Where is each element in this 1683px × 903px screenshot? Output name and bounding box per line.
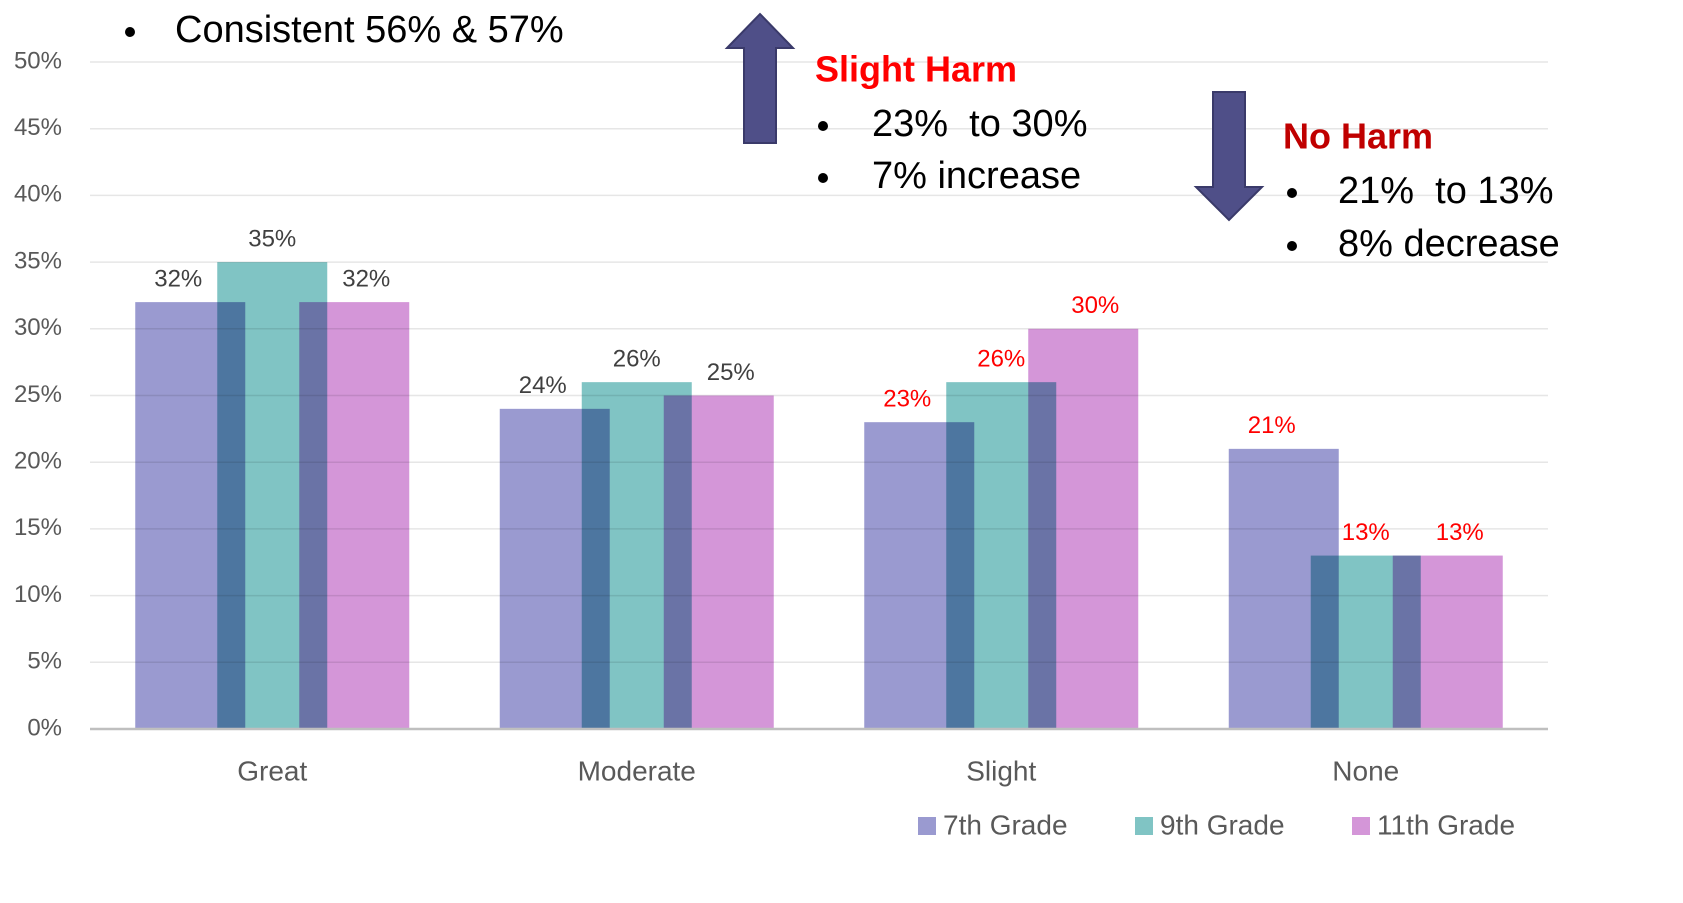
x-tick-label: Slight (966, 755, 1036, 786)
legend-label: 9th Grade (1160, 809, 1285, 840)
x-tick-label: Great (237, 755, 307, 786)
value-label: 25% (707, 359, 755, 386)
legend-swatch (1135, 817, 1153, 835)
bar (1392, 555, 1503, 729)
y-tick-label: 35% (14, 247, 62, 274)
up-arrow (724, 12, 796, 144)
y-tick-label: 50% (14, 47, 62, 74)
y-tick-label: 25% (14, 381, 62, 408)
value-label: 32% (342, 265, 390, 292)
annotation-text: 7% increase (872, 155, 1081, 197)
annotation-text: 23% to 30% (872, 103, 1087, 145)
annotation-text: Consistent 56% & 57% (175, 9, 564, 51)
annotation-text: 8% decrease (1338, 223, 1560, 265)
value-label: 30% (1071, 292, 1119, 319)
value-label: 24% (519, 372, 567, 399)
value-label: 32% (154, 265, 202, 292)
y-tick-label: 5% (27, 648, 62, 675)
x-tick-label: Moderate (578, 755, 696, 786)
value-label: 23% (883, 386, 931, 413)
bullet (818, 173, 828, 183)
legend-swatch (918, 817, 936, 835)
x-tick-label: None (1332, 755, 1399, 786)
value-label: 13% (1436, 519, 1484, 546)
legend-item: 11th Grade (1352, 809, 1515, 840)
bullet (1287, 241, 1297, 251)
down-arrow (1193, 91, 1265, 222)
bar (663, 395, 774, 729)
bullet (125, 27, 135, 37)
bar (299, 302, 410, 729)
annotation-title: No Harm (1283, 116, 1433, 157)
y-tick-label: 40% (14, 181, 62, 208)
value-label: 13% (1342, 519, 1390, 546)
legend-item: 7th Grade (918, 809, 1068, 840)
legend-swatch (1352, 817, 1370, 835)
legend-label: 7th Grade (943, 809, 1068, 840)
y-tick-label: 0% (27, 714, 62, 741)
plot: 0% 5% 10% 15% 20% 25% 30% 35% 40% 45% 50% Great Mode… (14, 47, 1548, 840)
bullet (1287, 188, 1297, 198)
y-tick-label: 20% (14, 448, 62, 475)
y-tick-label: 45% (14, 114, 62, 141)
value-label: 35% (248, 225, 296, 252)
y-tick-label: 30% (14, 314, 62, 341)
value-label: 26% (977, 346, 1025, 373)
annotation-title: Slight Harm (815, 49, 1017, 90)
y-tick-label: 15% (14, 514, 62, 541)
legend-item: 9th Grade (1135, 809, 1285, 840)
bar (1028, 328, 1139, 729)
legend-label: 11th Grade (1377, 809, 1515, 840)
annotation-text: 21% to 13% (1338, 170, 1553, 212)
bullet (818, 121, 828, 131)
y-tick-label: 10% (14, 581, 62, 608)
value-label: 21% (1248, 412, 1296, 439)
value-label: 26% (613, 346, 661, 373)
